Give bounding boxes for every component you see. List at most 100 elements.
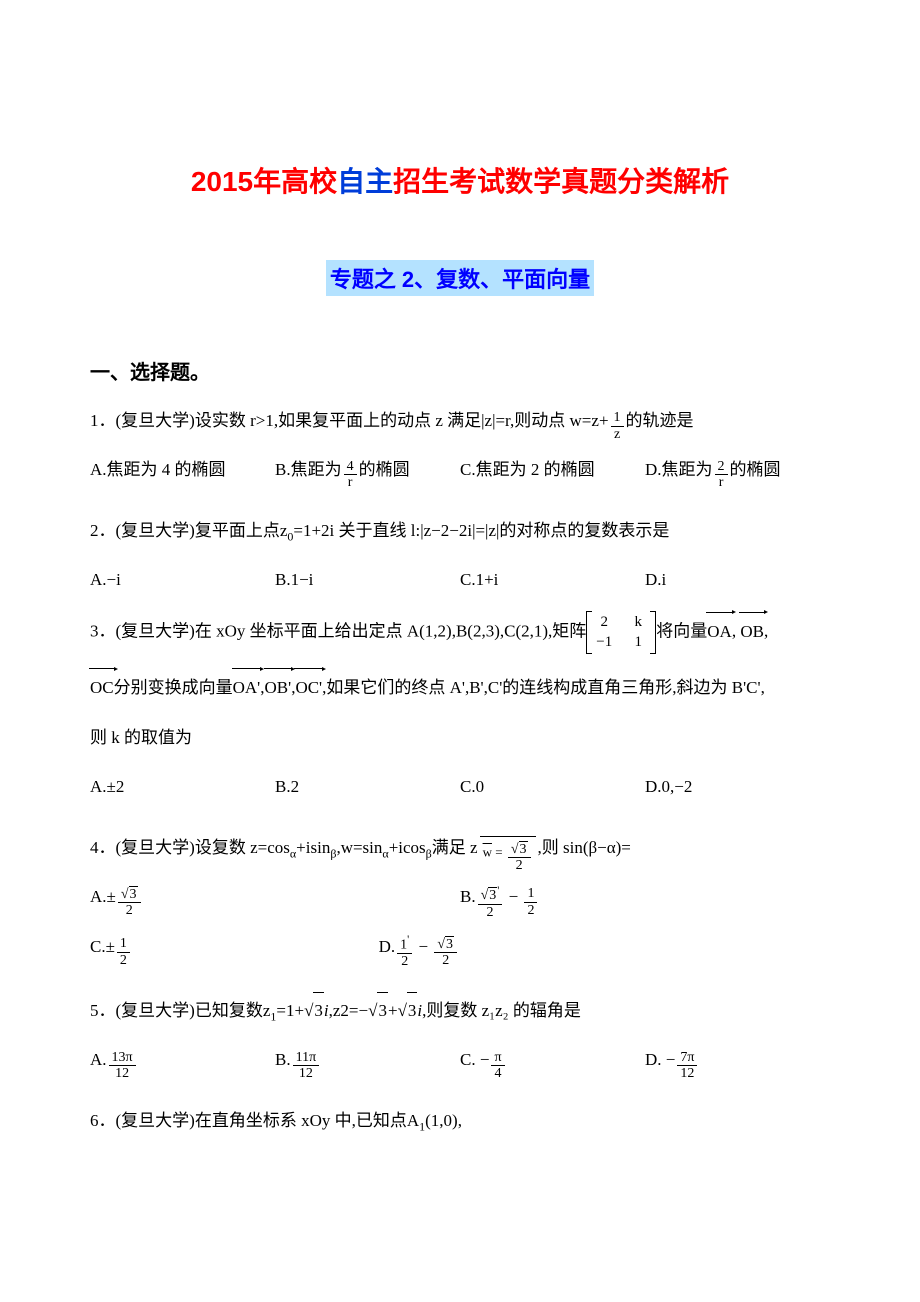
q2-stem-a: 2．(复旦大学)复平面上点 [90,521,280,540]
num: 11π [293,1050,320,1066]
q2-opt-d: D.i [645,563,830,597]
vec-obp: OB' [265,668,292,706]
q5-opt-c: C. −π4 [460,1043,645,1077]
13pi-over-12: 13π12 [109,1050,136,1082]
q3-opt-d: D.0,−2 [645,770,830,804]
den: 12 [677,1066,697,1081]
q3-stem-d: ,如果它们的终点 A',B',C'的连线构成直角三角形,斜边为 B'C', [322,678,765,697]
frac-num: 1 [611,410,624,426]
sqrt-3: 3 [488,887,497,903]
sqrt3-over-2: 3'2 [478,885,503,920]
minus: − [504,887,522,906]
q4-optb-pre: B. [460,887,476,906]
q3-stem-line3: 则 k 的取值为 [90,720,830,756]
vec-oc: OC [90,668,114,706]
q3-opt-b-text: B.2 [275,770,299,804]
matrix-2x2: 2k −11 [586,611,656,654]
q5-stem-d: + [388,1001,398,1020]
den: 12 [109,1066,136,1081]
comma: , [732,622,736,641]
q1-opt-a: A.焦距为 4 的椭圆 [90,453,275,487]
sqrt-3: 3 [519,841,528,857]
document-page: 2015年高校自主招生考试数学真题分类解析 专题之 2、复数、平面向量 一、选择… [0,0,920,1254]
q5-opt-b: B.11π12 [275,1043,460,1077]
subtitle: 专题之 2、复数、平面向量 [326,260,594,296]
frac-den: z [611,427,624,442]
q1-stem-a: 1．(复旦大学)设实数 r>1,如果复平面上的动点 z 满足|z|=r,则动点 … [90,411,609,430]
title-text-1: 年高校 [253,166,337,197]
q4-optd-pre: D. [379,937,396,956]
q1-optb-pre: B.焦距为 [275,460,342,479]
sqrt3-over-2: 32 [508,841,531,874]
subtitle-wrap: 专题之 2、复数、平面向量 [90,260,830,326]
num: 7π [677,1050,697,1066]
q5-optc-pre: C. [460,1050,476,1069]
sqrt-3: 3 [313,992,324,1029]
q6-stem-b: (1,0), [425,1111,462,1130]
q5-stem: 5．(复旦大学)已知复数z1=1+3i,z2=−3+3i,则复数 z₁z₂ 的辐… [90,992,830,1030]
q5-optb-pre: B. [275,1050,291,1069]
one-over-2: 12 [117,936,130,968]
q4-opt-d: D.1'2 − 32 [379,930,749,966]
q5-opt-a: A.13π12 [90,1043,275,1077]
q1-stem: 1．(复旦大学)设实数 r>1,如果复平面上的动点 z 满足|z|=r,则动点 … [90,403,830,439]
one-over-2: 1'2 [397,934,412,969]
frac-2-over-r: 2r [715,459,728,491]
den: 4 [491,1066,504,1081]
q5-stem-b: =1+ [276,1001,304,1020]
eq: = [495,844,502,859]
q3-options: A.±2 B.2 C.0 D.0,−2 [90,770,830,804]
title-year: 2015 [191,166,253,197]
question-1: 1．(复旦大学)设实数 r>1,如果复平面上的动点 z 满足|z|=r,则动点 … [90,403,830,487]
sqrt-3: 3 [445,936,454,952]
q1-optd-pre: D.焦距为 [645,460,713,479]
den-2: 2 [478,905,503,920]
den-2: 2 [434,953,457,968]
tick: ' [407,933,409,946]
den-2: 2 [118,903,141,918]
q4-stem-b: +isin [296,838,330,857]
q4-opt-b: B.3'2 − 12 [460,880,830,916]
frac-num: 2 [715,459,728,475]
q6-stem: 6．(复旦大学)在直角坐标系 xOy 中,已知点A1(1,0), [90,1103,830,1140]
den: 12 [293,1066,320,1081]
q4-stem-a: 4．(复旦大学)设复数 z=cos [90,838,290,857]
question-3: 3．(复旦大学)在 xOy 坐标平面上给出定点 A(1,2),B(2,3),C(… [90,611,830,803]
frac-den: r [344,475,357,490]
comma: , [764,622,768,641]
q3-opt-a: A.±2 [90,770,275,804]
q2-options: A.−i B.1−i C.1+i D.i [90,563,830,597]
frac-4-over-r: 4r [344,459,357,491]
num-1: 1 [117,936,130,952]
q3-opt-c: C.0 [460,770,645,804]
q1-opt-c-text: C.焦距为 2 的椭圆 [460,453,595,487]
vec-ob: OB [740,612,764,650]
m12: k [628,613,648,633]
q2-opt-b-text: B.1−i [275,563,313,597]
q3-stem-line2: OC分别变换成向量OA',OB',OC',如果它们的终点 A',B',C'的连线… [90,668,830,706]
zwbar-frac: w = 32 [480,836,536,870]
q2-opt-c: C.1+i [460,563,645,597]
question-2: 2．(复旦大学)复平面上点z0=1+2i 关于直线 l:|z−2−2i|=|z|… [90,513,830,598]
q2-stem: 2．(复旦大学)复平面上点z0=1+2i 关于直线 l:|z−2−2i|=|z|… [90,513,830,550]
7pi-over-12: 7π12 [677,1050,697,1082]
q2-opt-a-text: A.−i [90,563,121,597]
minus: − [414,937,432,956]
q4-stem-c: ,w=sin [336,838,382,857]
w-bar: w [483,844,492,859]
q2-opt-c-text: C.1+i [460,563,498,597]
section-heading: 一、选择题。 [90,356,830,385]
q3-opt-b: B.2 [275,770,460,804]
vec-ocp: OC' [295,668,322,706]
q3-stem-line1: 3．(复旦大学)在 xOy 坐标平面上给出定点 A(1,2),B(2,3),C(… [90,611,830,654]
m21: −1 [594,633,614,653]
q2-stem-b: =1+2i 关于直线 l:|z−2−2i|=|z|的对称点的复数表示是 [293,521,669,540]
main-title: 2015年高校自主招生考试数学真题分类解析 [90,160,830,200]
q4-stem: 4．(复旦大学)设复数 z=cosα+isinβ,w=sinα+icosβ满足 … [90,830,830,867]
q6-stem-a: 6．(复旦大学)在直角坐标系 xOy 中,已知点 [90,1111,407,1130]
q5-stem-e: ,则复数 z₁z₂ 的辐角是 [422,1001,581,1020]
q4-options-row1: A.±32 B.3'2 − 12 [90,880,830,916]
q1-opt-a-text: A.焦距为 4 的椭圆 [90,453,226,487]
sqrt-3: 3 [377,992,388,1029]
q5-optd-pre: D. [645,1050,662,1069]
